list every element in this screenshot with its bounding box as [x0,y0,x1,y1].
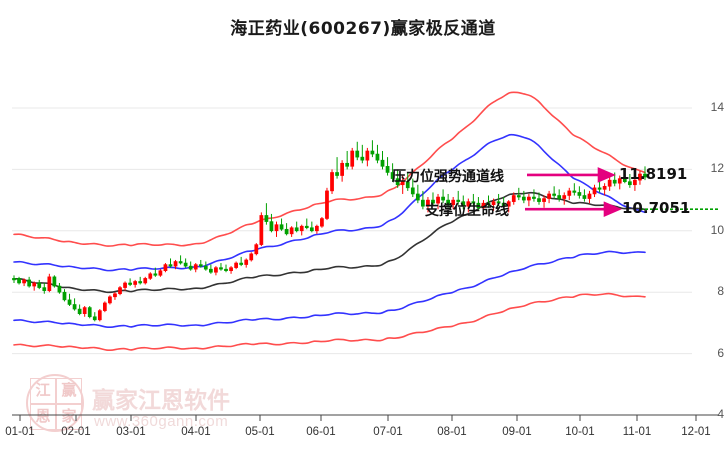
x-axis-tick-09-01: 09-01 [502,426,532,438]
support-annotation-label: 支撑位生命线 [425,203,509,220]
x-axis-tick-01-01: 01-01 [5,426,35,438]
y-axis-tick-8: 8 [717,284,724,299]
x-axis-tick-05-01: 05-01 [245,426,275,438]
logo-char-2: 赢 [56,378,82,404]
y-axis-tick-6: 6 [717,345,724,360]
x-axis-tick-03-01: 03-01 [116,426,146,438]
watermark-brand: 赢家江恩软件 [92,388,230,414]
y-axis-tick-4: 4 [717,407,724,421]
x-axis-tick-10-01: 10-01 [565,426,595,438]
x-axis-tick-11-01: 11-01 [622,426,652,438]
watermark-url: www.360gann.com [94,413,229,430]
x-axis-tick-06-01: 06-01 [306,426,336,438]
x-axis-tick-08-01: 08-01 [437,426,467,438]
channel-bands [13,91,646,351]
resistance-value: 11.8191 [619,164,688,183]
y-axis-tick-12: 12 [710,161,724,176]
x-axis-tick-07-01: 07-01 [373,426,403,438]
x-axis-tick-12-01: 12-01 [681,426,711,438]
y-axis-tick-10: 10 [710,222,724,237]
candlestick-series [12,140,647,322]
watermark-logo: 江 赢 恩 家 [26,374,84,432]
y-axis-tick-14: 14 [710,100,724,114]
x-axis-tick-02-01: 02-01 [61,426,91,438]
logo-char-4: 家 [56,404,82,430]
page-title: 海正药业(600267)赢家极反通道 [230,19,496,39]
x-axis-tick-04-01: 04-01 [181,426,211,438]
resistance-annotation-label: 压力位强势通道线 [392,168,504,185]
support-value: 10.7051 [622,199,691,218]
logo-char-3: 恩 [30,404,56,430]
x-axis [12,414,718,421]
logo-char-1: 江 [30,378,56,404]
